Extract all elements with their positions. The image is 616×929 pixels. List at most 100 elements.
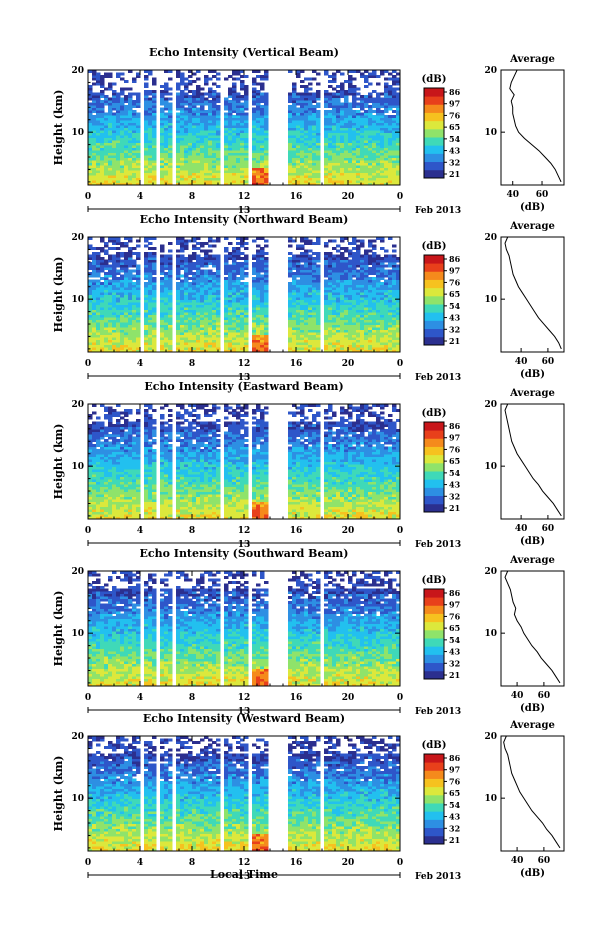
heatmap-cell: [236, 317, 241, 320]
heatmap-cell: [244, 92, 249, 96]
heatmap-cell: [296, 332, 301, 335]
heatmap-cell: [260, 317, 265, 320]
heatmap-cell: [344, 282, 349, 285]
heatmap-cell: [136, 92, 141, 96]
heatmap-cell: [256, 70, 261, 73]
heatmap-cell: [92, 82, 97, 86]
heatmap-cell: [236, 70, 241, 73]
heatmap-cell: [324, 309, 329, 313]
heatmap-cell: [88, 322, 93, 325]
heatmap-cell: [392, 127, 397, 131]
heatmap-cell: [364, 294, 369, 298]
heatmap-cell: [288, 347, 293, 350]
heatmap-cell: [176, 287, 181, 290]
heatmap-cell: [132, 165, 137, 168]
heatmap-cell: [336, 120, 341, 123]
heatmap-cell: [348, 157, 353, 161]
heatmap-cell: [168, 112, 173, 116]
heatmap-cell: [360, 177, 365, 181]
heatmap-cell: [96, 334, 101, 338]
heatmap-cell: [336, 177, 341, 181]
heatmap-cell: [304, 182, 309, 186]
heatmap-cell: [396, 122, 401, 126]
heatmap-cell: [352, 175, 357, 178]
heatmap-cell: [332, 170, 337, 173]
heatmap-cell: [236, 167, 241, 171]
heatmap-cell: [228, 115, 233, 118]
heatmap-cell: [264, 107, 269, 111]
heatmap-cell: [112, 172, 117, 176]
heatmap-cell: [168, 337, 173, 340]
heatmap-cell: [92, 294, 97, 298]
heatmap-cell: [388, 90, 393, 93]
heatmap-cell: [144, 339, 149, 343]
heatmap-cell: [388, 152, 393, 156]
heatmap-cell: [336, 152, 341, 156]
heatmap-cell: [256, 97, 261, 101]
heatmap-cell: [332, 322, 337, 325]
heatmap-cell: [260, 342, 265, 345]
heatmap-cell: [264, 145, 269, 148]
heatmap-cell: [100, 122, 105, 126]
heatmap-cell: [196, 180, 201, 183]
heatmap-cell: [264, 324, 269, 328]
heatmap-cell: [200, 157, 205, 161]
heatmap-cell: [240, 112, 245, 116]
heatmap-cell: [352, 112, 357, 116]
heatmap-cell: [184, 162, 189, 166]
heatmap-cell: [108, 165, 113, 168]
heatmap-cell: [120, 282, 125, 285]
heatmap-cell: [372, 140, 377, 143]
heatmap-cell: [128, 344, 133, 348]
heatmap-cell: [152, 342, 157, 345]
heatmap-cell: [136, 75, 141, 78]
heatmap-cell: [348, 312, 353, 315]
heatmap-cell: [116, 334, 121, 338]
heatmap-cell: [344, 297, 349, 300]
heatmap-cell: [356, 327, 361, 330]
heatmap-cell: [160, 317, 165, 320]
heatmap-cell: [252, 337, 257, 340]
heatmap-cell: [332, 132, 337, 136]
heatmap-cell: [216, 150, 221, 153]
heatmap-cell: [188, 130, 193, 133]
heatmap-cell: [180, 135, 185, 138]
heatmap-cell: [260, 140, 265, 143]
heatmap-cell: [396, 282, 401, 285]
heatmap-cell: [124, 122, 129, 126]
heatmap-cell: [232, 122, 237, 126]
heatmap-cell: [344, 167, 349, 171]
heatmap-cell: [352, 272, 357, 275]
heatmap-cell: [392, 182, 397, 186]
heatmap-cell: [252, 100, 257, 103]
heatmap-cell: [360, 95, 365, 98]
heatmap-cell: [352, 147, 357, 151]
heatmap-cell: [356, 135, 361, 138]
heatmap-cell: [96, 127, 101, 131]
heatmap-cell: [216, 332, 221, 335]
heatmap-cell: [128, 165, 133, 168]
heatmap-cell: [116, 317, 121, 320]
heatmap-cell: [196, 87, 201, 91]
heatmap-cell: [304, 115, 309, 118]
heatmap-cell: [204, 150, 209, 153]
heatmap-cell: [88, 294, 93, 298]
heatmap-cell: [332, 344, 337, 348]
heatmap-cell: [252, 282, 257, 285]
heatmap-cell: [256, 165, 261, 168]
heatmap-cell: [88, 150, 93, 153]
heatmap-cell: [356, 289, 361, 293]
heatmap-cell: [96, 327, 101, 330]
heatmap-cell: [204, 170, 209, 173]
heatmap-cell: [344, 314, 349, 318]
colorbar-frame: [423, 87, 445, 179]
heatmap-cell: [376, 120, 381, 123]
heatmap-cell: [356, 279, 361, 283]
heatmap-cell: [396, 127, 401, 131]
heatmap-cell: [168, 117, 173, 121]
heatmap-cell: [240, 337, 245, 340]
heatmap-cell: [300, 160, 305, 163]
heatmap-cell: [396, 349, 401, 353]
heatmap-cell: [216, 72, 221, 76]
heatmap-cell: [352, 269, 357, 273]
